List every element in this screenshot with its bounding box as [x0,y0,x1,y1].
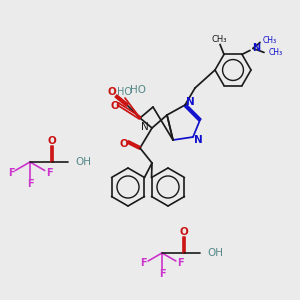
Text: HO: HO [116,87,131,97]
Text: F: F [159,269,165,279]
Text: O: O [108,87,116,97]
Text: F: F [177,259,184,269]
Text: F: F [27,179,33,189]
Text: F: F [140,259,147,269]
Text: N: N [186,97,194,107]
Text: CH₃: CH₃ [263,36,277,45]
Text: O: O [111,101,119,111]
Text: N: N [252,44,260,53]
Text: OH: OH [75,157,91,167]
Text: O: O [180,227,188,237]
Text: CH₃: CH₃ [269,48,283,57]
Text: OH: OH [207,248,223,258]
Text: F: F [46,168,52,178]
Text: N: N [194,135,202,145]
Text: HO: HO [130,85,146,95]
Text: O: O [48,136,56,146]
Text: CH₃: CH₃ [211,35,227,44]
Text: F: F [8,168,14,178]
Text: O: O [120,139,128,149]
Text: N: N [141,122,149,132]
